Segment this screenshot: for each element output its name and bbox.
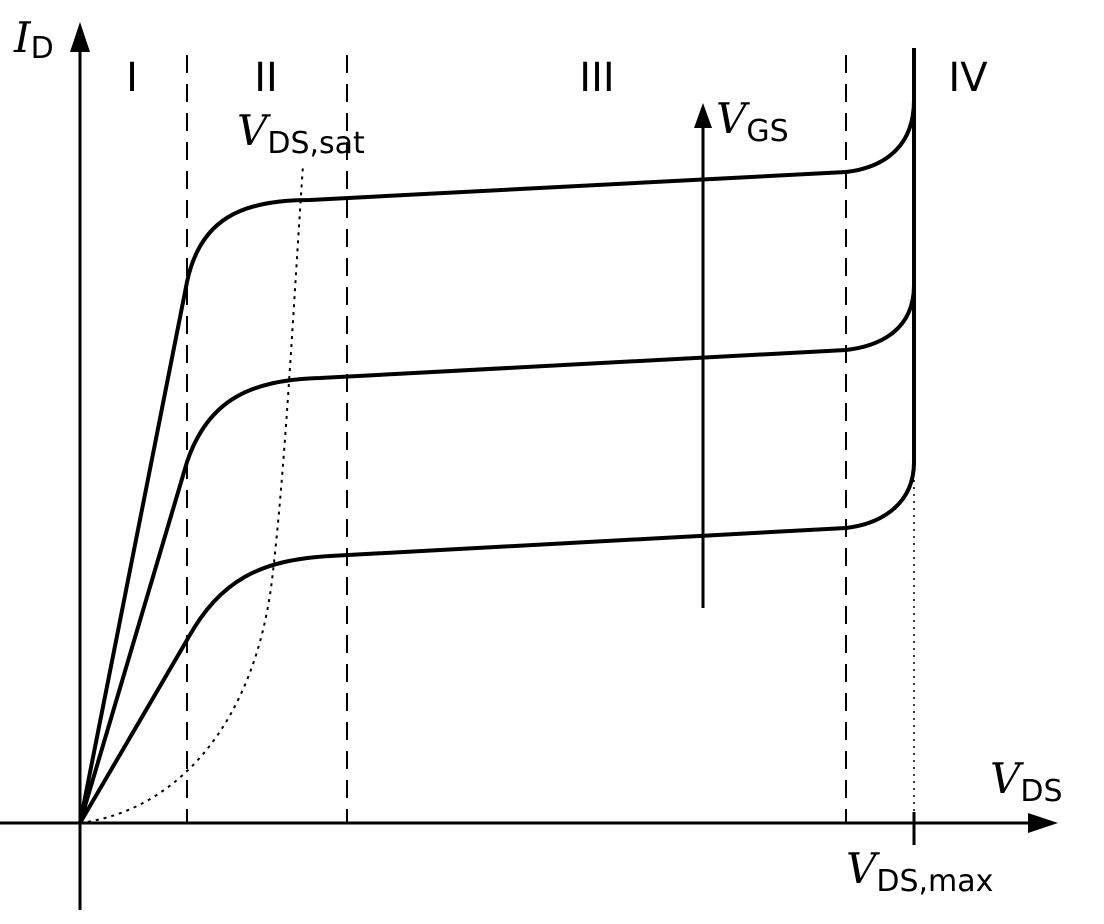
vgs-subscript: GS <box>746 114 788 149</box>
vmax-symbol: V <box>846 844 880 893</box>
region-label-3: III <box>579 55 614 101</box>
vgs-symbol: V <box>716 94 750 143</box>
region-label-4: IV <box>948 55 988 101</box>
vgs-arrowhead <box>694 103 712 128</box>
vgs-label: VGS <box>716 94 789 149</box>
saturation-symbol: V <box>237 106 271 155</box>
y-axis-symbol: I <box>13 13 32 62</box>
region-label-2: II <box>254 55 278 101</box>
region-label-1: I <box>126 55 138 101</box>
saturation-label: VDS,sat <box>237 106 365 161</box>
x-axis-subscript: DS <box>1020 774 1062 809</box>
saturation-locus <box>79 164 304 824</box>
x-axis-arrowhead <box>1028 813 1058 833</box>
vmax-subscript: DS,max <box>876 864 993 899</box>
y-axis-arrowhead <box>70 22 90 52</box>
y-axis-label: ID <box>13 13 54 66</box>
x-axis-label: VDS <box>990 754 1063 809</box>
x-axis-symbol: V <box>990 754 1024 803</box>
saturation-subscript: DS,sat <box>267 126 365 161</box>
characteristic-curve-mid <box>78 284 916 824</box>
y-axis-subscript: D <box>31 31 54 66</box>
characteristic-curve-low <box>78 461 916 825</box>
vmax-label: VDS,max <box>846 844 993 899</box>
characteristic-curve-high <box>78 99 916 824</box>
